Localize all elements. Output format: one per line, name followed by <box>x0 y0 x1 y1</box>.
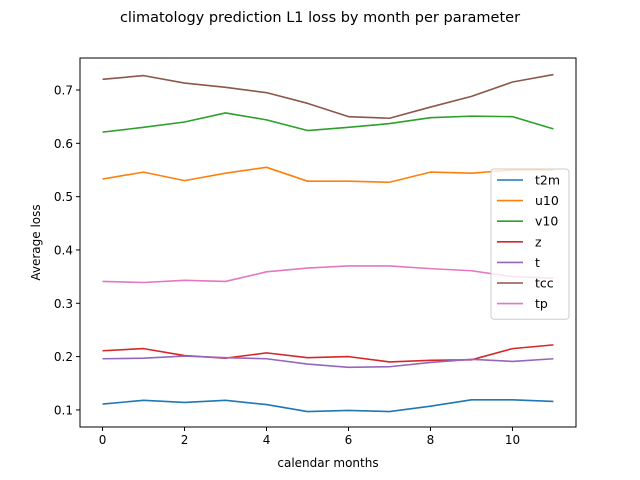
legend-label-t2m: t2m <box>535 173 560 188</box>
series-line-t2m <box>102 398 554 413</box>
legend-label-u10: u10 <box>535 193 559 208</box>
x-tick-label: 2 <box>181 433 189 447</box>
legend-label-t: t <box>535 255 540 270</box>
legend-label-v10: v10 <box>535 214 558 229</box>
x-tick-label: 10 <box>505 433 520 447</box>
series-line-tcc <box>102 73 554 120</box>
legend-label-tp: tp <box>535 296 548 311</box>
x-tick-label: 4 <box>263 433 271 447</box>
y-tick-label: 0.7 <box>54 83 73 97</box>
series-line-u10 <box>102 166 554 184</box>
series-line-z <box>102 344 554 363</box>
series-line-tp <box>102 265 554 284</box>
x-axis: 0 2 4 6 8 10 <box>99 427 520 447</box>
x-tick-label: 8 <box>427 433 435 447</box>
x-axis-label: calendar months <box>277 456 378 470</box>
plot-frame <box>79 57 577 428</box>
y-tick-label: 0.4 <box>54 243 73 257</box>
y-axis: 0.1 0.2 0.3 0.4 0.5 0.6 0.7 <box>54 83 80 417</box>
series-line-t <box>102 355 554 369</box>
y-tick-label: 0.5 <box>54 190 73 204</box>
y-tick-label: 0.1 <box>54 403 73 417</box>
series-line-v10 <box>102 112 554 133</box>
y-tick-label: 0.6 <box>54 137 73 151</box>
series-layer <box>102 73 554 413</box>
chart-title: climatology prediction L1 loss by month … <box>120 10 520 26</box>
y-tick-label: 0.3 <box>54 297 73 311</box>
y-tick-label: 0.2 <box>54 350 73 364</box>
y-axis-label: Average loss <box>29 204 43 280</box>
legend-label-tcc: tcc <box>535 276 554 291</box>
legend: t2m u10 v10 zt tcc tp <box>490 168 570 320</box>
x-tick-label: 6 <box>345 433 353 447</box>
legend-label-z: z <box>535 234 542 249</box>
x-tick-label: 0 <box>99 433 107 447</box>
legend-box <box>490 168 570 320</box>
